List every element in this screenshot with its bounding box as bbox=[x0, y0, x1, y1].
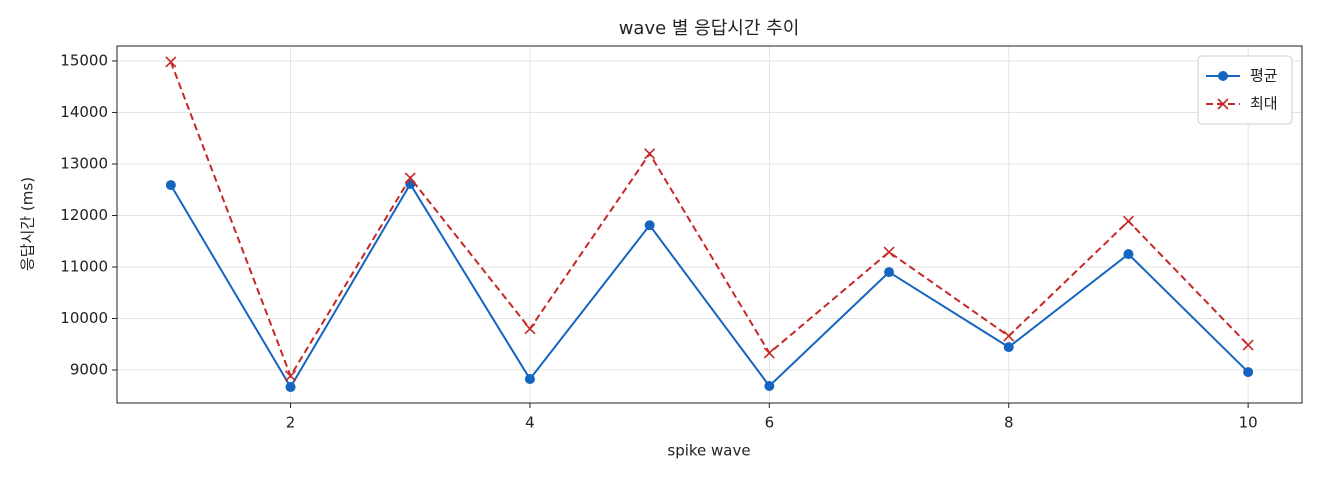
marker bbox=[763, 347, 775, 359]
legend-label: 최대 bbox=[1250, 95, 1278, 113]
marker bbox=[644, 148, 656, 160]
marker bbox=[524, 374, 535, 385]
y-tick-label: 14000 bbox=[60, 103, 108, 121]
marker bbox=[884, 267, 895, 278]
marker bbox=[1242, 339, 1254, 351]
chart-title: wave 별 응답시간 추이 bbox=[619, 18, 800, 39]
y-tick-label: 11000 bbox=[60, 258, 108, 276]
legend-box bbox=[1197, 55, 1293, 125]
marker bbox=[1123, 249, 1134, 260]
x-tick-label: 6 bbox=[765, 414, 775, 432]
x-tick-label: 10 bbox=[1239, 414, 1258, 432]
x-axis-label: spike wave bbox=[667, 442, 750, 460]
marker bbox=[165, 180, 176, 191]
marker bbox=[404, 172, 416, 184]
x-tick-label: 4 bbox=[525, 414, 535, 432]
legend-marker bbox=[1217, 98, 1229, 110]
marker bbox=[764, 381, 775, 391]
marker bbox=[644, 220, 655, 231]
marker bbox=[883, 246, 895, 258]
y-tick-label: 10000 bbox=[60, 309, 108, 327]
y-tick-label: 13000 bbox=[60, 154, 108, 172]
x-tick-label: 8 bbox=[1004, 414, 1014, 432]
y-tick-label: 9000 bbox=[70, 361, 108, 379]
marker bbox=[285, 382, 296, 393]
marker bbox=[1243, 367, 1254, 378]
y-tick-label: 15000 bbox=[60, 51, 108, 69]
y-tick-label: 12000 bbox=[60, 206, 108, 224]
legend-marker bbox=[1218, 71, 1228, 81]
series-line bbox=[170, 182, 1249, 389]
x-tick-label: 2 bbox=[286, 414, 296, 432]
y-axis-label: 응답시간 (ms) bbox=[19, 177, 37, 271]
marker bbox=[1122, 215, 1135, 227]
marker bbox=[1003, 330, 1015, 342]
marker bbox=[165, 56, 177, 68]
marker bbox=[284, 370, 297, 382]
plot-frame bbox=[116, 45, 1303, 404]
legend-label: 평균 bbox=[1250, 67, 1278, 85]
marker bbox=[524, 323, 536, 335]
marker bbox=[1003, 342, 1014, 353]
series-line bbox=[169, 61, 1249, 379]
